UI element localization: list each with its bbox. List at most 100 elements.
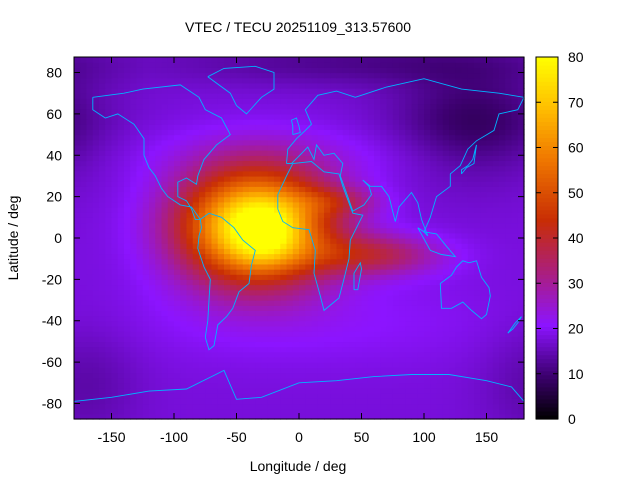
heatmap-cell: [136, 191, 144, 198]
heatmap-cell: [305, 134, 313, 141]
heatmap-cell: [292, 67, 300, 74]
heatmap-cell: [317, 372, 325, 379]
heatmap-cell: [211, 341, 219, 348]
heatmap-cell: [236, 294, 244, 301]
heatmap-cell: [299, 98, 306, 105]
heatmap-cell: [186, 232, 194, 239]
heatmap-cell: [230, 310, 238, 317]
heatmap-cell: [317, 351, 325, 358]
heatmap-cell: [405, 175, 413, 182]
heatmap-cell: [336, 124, 344, 130]
heatmap-cell: [161, 331, 169, 337]
heatmap-cell: [355, 212, 363, 218]
heatmap-cell: [455, 72, 463, 79]
heatmap-cell: [411, 377, 419, 384]
heatmap-cell: [324, 325, 331, 332]
heatmap-cell: [192, 103, 200, 110]
heatmap-cell: [155, 129, 163, 136]
heatmap-cell: [236, 113, 244, 120]
heatmap-cell: [299, 181, 306, 187]
heatmap-cell: [486, 170, 494, 177]
heatmap-cell: [411, 67, 419, 74]
heatmap-cell: [192, 372, 200, 379]
heatmap-cell: [192, 108, 200, 115]
heatmap-cell: [230, 222, 238, 229]
heatmap-cell: [361, 315, 369, 322]
heatmap-cell: [155, 310, 163, 317]
heatmap-cell: [186, 387, 194, 394]
heatmap-cell: [305, 119, 313, 125]
heatmap-cell: [399, 212, 406, 218]
heatmap-cell: [124, 196, 131, 203]
heatmap-cell: [486, 403, 494, 410]
heatmap-cell: [330, 356, 338, 363]
heatmap-cell: [167, 289, 175, 296]
heatmap-cell: [386, 403, 394, 410]
heatmap-cell: [411, 155, 419, 162]
heatmap-cell: [436, 387, 444, 394]
heatmap-cell: [474, 155, 481, 162]
heatmap-cell: [217, 201, 225, 208]
heatmap-cell: [511, 222, 519, 229]
heatmap-cell: [267, 232, 275, 239]
heatmap-cell: [117, 77, 125, 84]
heatmap-cell: [449, 212, 456, 218]
heatmap-cell: [105, 93, 113, 99]
heatmap-cell: [367, 356, 375, 363]
heatmap-cell: [511, 263, 519, 270]
heatmap-cell: [105, 191, 113, 198]
heatmap-cell: [424, 346, 431, 353]
heatmap-cell: [355, 196, 363, 203]
heatmap-cell: [274, 155, 281, 162]
heatmap-cell: [130, 274, 138, 280]
heatmap-cell: [461, 227, 469, 234]
heatmap-cell: [467, 274, 475, 280]
heatmap-cell: [461, 139, 469, 146]
heatmap-cell: [255, 320, 263, 327]
heatmap-cell: [99, 331, 106, 337]
heatmap-cell: [111, 284, 119, 291]
heatmap-cell: [380, 310, 388, 317]
heatmap-cell: [311, 356, 319, 363]
heatmap-cell: [161, 248, 169, 255]
heatmap-cell: [111, 129, 119, 136]
heatmap-cell: [411, 98, 419, 105]
heatmap-cell: [86, 320, 94, 327]
heatmap-cell: [349, 201, 356, 208]
heatmap-cell: [330, 62, 338, 68]
heatmap-cell: [105, 258, 113, 265]
heatmap-cell: [355, 413, 363, 420]
heatmap-cell: [117, 372, 125, 379]
heatmap-cell: [499, 103, 506, 110]
heatmap-cell: [242, 336, 250, 343]
heatmap-cell: [355, 144, 363, 151]
heatmap-cell: [205, 134, 213, 141]
heatmap-cell: [136, 119, 144, 125]
heatmap-cell: [74, 289, 81, 296]
heatmap-cell: [417, 356, 425, 363]
heatmap-cell: [305, 372, 313, 379]
heatmap-cell: [186, 367, 194, 374]
heatmap-cell: [324, 269, 331, 275]
heatmap-cell: [367, 279, 375, 286]
heatmap-cell: [517, 119, 525, 125]
heatmap-cell: [305, 413, 313, 420]
heatmap-cell: [492, 300, 500, 306]
heatmap-cell: [442, 408, 450, 415]
heatmap-cell: [180, 279, 188, 286]
heatmap-cell: [455, 212, 463, 218]
heatmap-cell: [355, 387, 363, 394]
heatmap-cell: [349, 325, 356, 332]
heatmap-cell: [292, 144, 300, 151]
heatmap-cell: [255, 382, 263, 389]
heatmap-cell: [174, 382, 181, 389]
heatmap-cell: [380, 387, 388, 394]
heatmap-cell: [480, 362, 488, 368]
heatmap-cell: [336, 393, 344, 399]
heatmap-cell: [499, 263, 506, 270]
heatmap-cell: [505, 186, 513, 193]
heatmap-cell: [449, 377, 456, 384]
heatmap-cell: [174, 72, 181, 79]
heatmap-cell: [174, 170, 181, 177]
heatmap-cell: [392, 232, 400, 239]
